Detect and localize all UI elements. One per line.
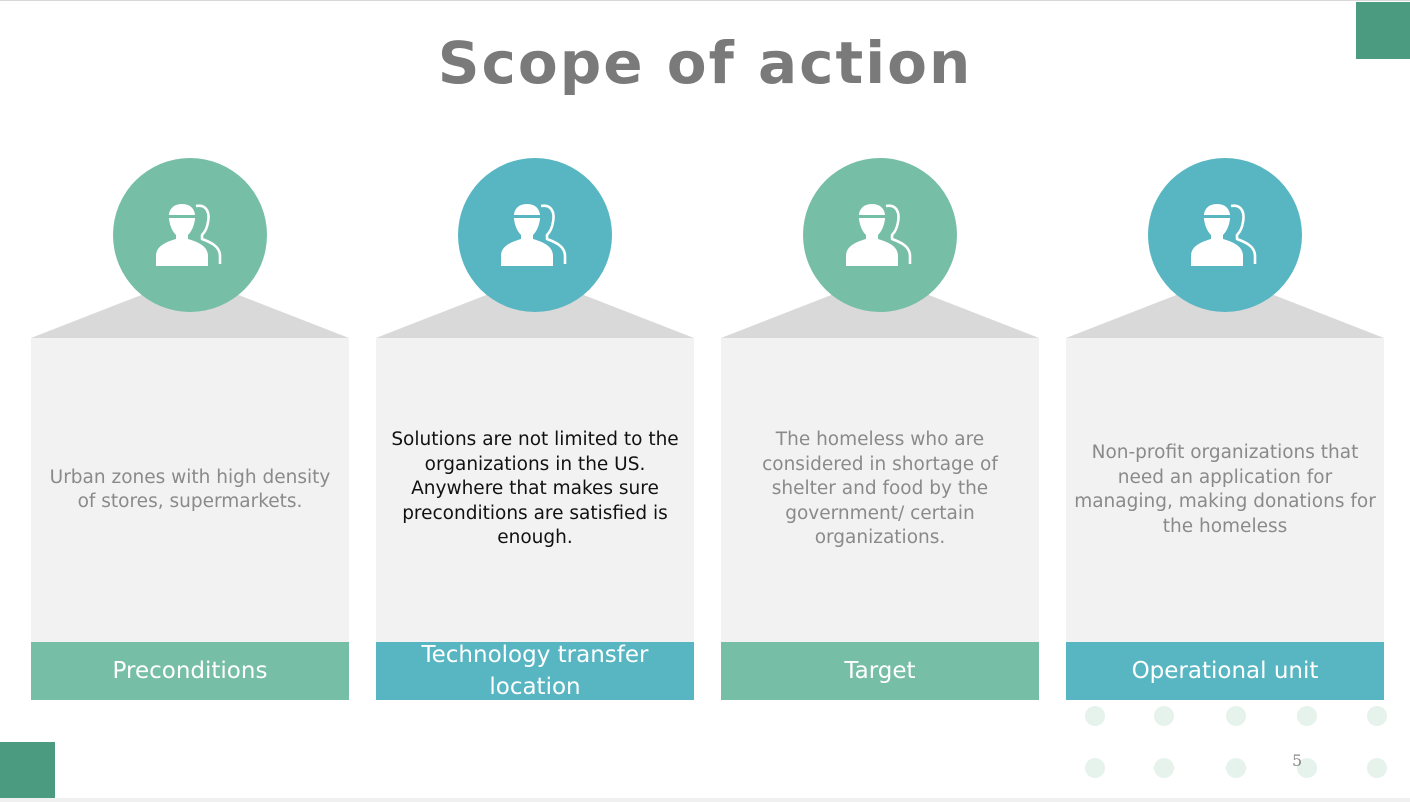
card-text-line: enough. — [497, 527, 573, 548]
card-preconditions: Urban zones with high density of stores,… — [31, 158, 349, 700]
card-text: Urban zones with high density of stores,… — [39, 338, 341, 642]
decor-dot — [1367, 758, 1387, 778]
card-label-line: location — [489, 674, 581, 700]
card-text-line: need an application for — [1117, 466, 1333, 488]
decor-dot — [1226, 758, 1246, 778]
card-body: Urban zones with high density of stores,… — [31, 338, 349, 642]
decor-dot — [1297, 706, 1317, 726]
card-text-line: The homeless who are — [775, 429, 985, 450]
card-operational-unit: Non-profit organizations that need an ap… — [1066, 158, 1384, 700]
card-icon-circle — [1148, 158, 1302, 312]
card-text-line: shelter and food by the — [771, 478, 989, 499]
card-label: Technology transfer location — [376, 642, 694, 700]
card-label-line: Technology transfer — [421, 642, 649, 668]
card-label: Target — [721, 642, 1039, 700]
card-label: Preconditions — [31, 642, 349, 700]
corner-accent-top-right — [1356, 2, 1410, 59]
users-icon — [156, 204, 222, 266]
users-icon — [501, 204, 567, 266]
card-target: The homeless who are considered in short… — [721, 158, 1039, 700]
card-text-line: managing, making donations for — [1074, 491, 1376, 512]
decor-dot — [1085, 706, 1105, 726]
slide-title: Scope of action — [437, 29, 973, 97]
users-icon — [846, 204, 912, 266]
card-text: The homeless who are considered in short… — [729, 338, 1031, 642]
corner-accent-bottom-left — [0, 742, 55, 798]
decor-dot — [1085, 758, 1105, 778]
card-text-line: preconditions are satisfied is — [402, 502, 668, 524]
decor-dot — [1226, 706, 1246, 726]
card-text-line: Solutions are not limited to the — [391, 429, 679, 450]
card-text-line: Anywhere that makes sure — [411, 478, 659, 499]
card-text-line: Urban zones with high density — [49, 466, 331, 488]
card-technology-transfer: Solutions are not limited to the organiz… — [376, 158, 694, 700]
card-label: Operational unit — [1066, 642, 1384, 700]
card-label-line: Preconditions — [112, 658, 268, 684]
card-label-line: Operational unit — [1131, 658, 1319, 684]
card-icon-circle — [803, 158, 957, 312]
card-label-line: Target — [844, 658, 916, 684]
card-text-line: organizations in the US. — [424, 453, 646, 475]
card-body: Solutions are not limited to the organiz… — [376, 338, 694, 642]
card-text-line: considered in shortage of — [762, 453, 998, 475]
card-text: Non-profit organizations that need an ap… — [1074, 338, 1376, 642]
card-icon-circle — [113, 158, 267, 312]
card-body: The homeless who are considered in short… — [721, 338, 1039, 642]
decor-dot — [1297, 758, 1317, 778]
decor-dot — [1154, 706, 1174, 726]
card-text-line: Non-profit organizations that — [1091, 442, 1359, 463]
card-text: Solutions are not limited to the organiz… — [384, 338, 686, 642]
card-icon-circle — [458, 158, 612, 312]
decor-dot — [1367, 706, 1387, 726]
decor-dot — [1154, 758, 1174, 778]
card-text-line: organizations. — [814, 527, 946, 548]
users-icon — [1191, 204, 1257, 266]
card-text-line: the homeless — [1162, 515, 1288, 537]
card-body: Non-profit organizations that need an ap… — [1066, 338, 1384, 642]
page-number: 5 — [1292, 751, 1303, 770]
card-text-line: government/ certain — [785, 502, 975, 524]
card-text-line: of stores, supermarkets. — [77, 491, 303, 512]
